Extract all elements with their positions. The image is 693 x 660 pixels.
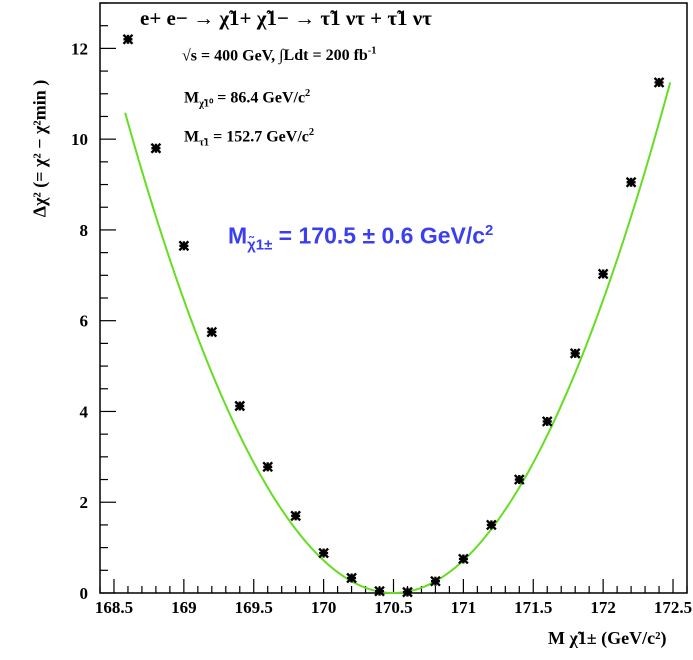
luminosity-exponent: -1 [367,46,377,57]
data-point [485,519,497,531]
point-stroke [402,586,413,598]
x-tick-label: 169 [171,598,197,617]
point-stroke [318,547,329,559]
luminosity-text: ∫Ldt = 200 fb [279,47,368,65]
data-point [513,474,525,485]
point-stroke [625,176,637,188]
data-point [569,348,581,359]
neutralino-unit-exponent: 2 [305,88,311,99]
fit-parabola [124,82,672,594]
fit-curve [124,82,672,594]
point-stroke [569,348,581,359]
point-stroke [206,326,218,338]
stau-subscript: τ̃1 [199,137,210,149]
neutralino-mass-symbol: M [184,89,200,107]
chart-title-text: e+ e− → χ̃1+ χ̃1− → τ̃1 ντ + τ̃1 ντ [140,6,432,30]
y-tick-label: 8 [80,221,89,240]
x-tick-label: 169.5 [235,598,273,617]
stau-unit-exponent: 2 [308,127,315,138]
point-stroke [262,461,274,473]
data-points [122,33,665,598]
y-tick-label: 0 [80,584,89,603]
point-stroke [346,572,357,584]
data-point [402,586,413,598]
y-axis-label: Δχ² (= χ² − χ²min ) [29,79,50,218]
y-tick-label: 2 [80,493,89,512]
x-tick-label: 172 [590,598,616,617]
data-point [430,575,441,587]
result-mass-value: = 170.5 ± 0.6 GeV/c [278,222,486,249]
result-mass-symbol: M [228,222,248,249]
stau-mass-symbol: M [184,128,200,146]
fit-result: Mχ̃1± = 170.5 ± 0.6 GeV/c2 [228,222,493,253]
luminosity-label: ∫Ldt = 200 fb-1 [279,46,377,65]
point-stroke [458,553,469,565]
point-stroke [513,474,525,485]
y-tick-label: 12 [71,39,88,58]
x-axis-label: M χ̃1± (GeV/c²) [548,628,667,648]
data-point [234,400,246,412]
result-subscript: χ̃1± [247,236,273,254]
point-stroke [653,77,665,88]
point-stroke [374,585,385,597]
axis-ticks: 168.5 169 169.5 170 170.5 171 171.5 172 172.5 0 2 4… [71,2,692,617]
data-point [346,572,357,584]
point-stroke [290,510,302,522]
data-point [374,585,385,597]
data-point [318,547,329,559]
y-tick-label: 6 [80,312,89,331]
x-tick-label: 170 [311,598,337,617]
data-point [541,416,553,427]
data-point [653,77,665,88]
data-point [290,510,302,522]
data-point [262,461,274,473]
x-tick-label: 172.5 [654,598,692,617]
x-tick-label: 171 [451,598,477,617]
point-stroke [541,416,553,427]
y-tick-label: 10 [71,130,88,149]
point-stroke [430,575,441,587]
point-stroke [234,400,246,412]
y-tick-label: 4 [80,402,89,421]
neutralino-subscript: χ̃1⁰ [199,98,214,110]
x-tick-label: 168.5 [95,598,133,617]
data-point [625,176,637,188]
data-point [150,142,162,154]
neutralino-mass-value: = 86.4 GeV/c [217,89,306,107]
point-stroke [485,519,497,531]
sqrt-s-label: √s = 400 GeV, [182,47,276,65]
data-point [178,240,190,252]
point-stroke [597,268,609,280]
data-point [206,326,218,338]
point-stroke [178,240,190,252]
chart-title: e+ e− → χ̃1+ χ̃1− → τ̃1 ντ + τ̃1 ντ [140,6,432,31]
neutralino-mass: Mχ̃1⁰ = 86.4 GeV/c2 [184,88,310,110]
point-stroke [150,142,162,154]
stau-mass: Mτ̃1 = 152.7 GeV/c2 [184,127,314,149]
x-tick-label: 171.5 [514,598,552,617]
beam-params: √s = 400 GeV, ∫Ldt = 200 fb-1 [182,46,376,65]
data-point [597,268,609,280]
stau-mass-value: = 152.7 GeV/c [213,128,309,146]
data-point [122,33,134,45]
x-tick-label: 170.5 [374,598,412,617]
point-stroke [122,33,134,45]
result-unit-exponent: 2 [485,222,494,239]
data-point [458,553,469,565]
